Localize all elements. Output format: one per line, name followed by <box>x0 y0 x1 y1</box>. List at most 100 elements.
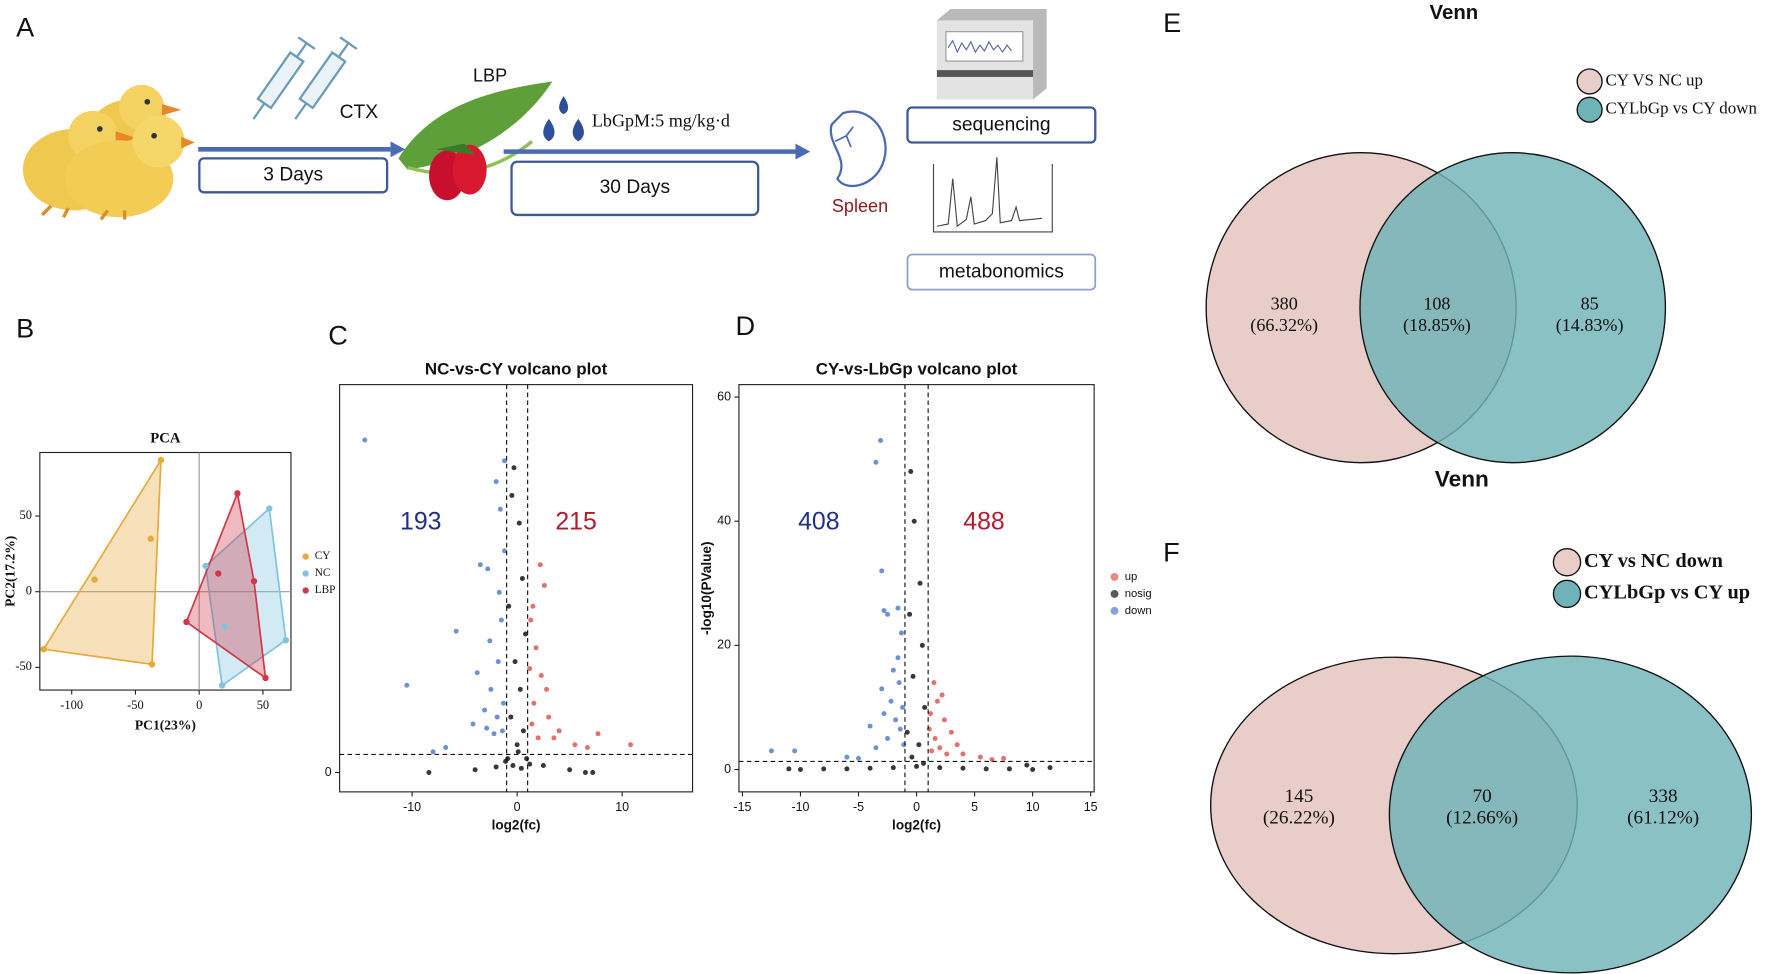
point <box>362 437 368 443</box>
point <box>768 748 774 754</box>
legend-swatch <box>1576 68 1603 95</box>
extract-label: LBP <box>473 66 507 86</box>
legend-swatch <box>1110 589 1119 598</box>
x-tick-label: -100 <box>60 698 83 712</box>
point <box>530 603 536 609</box>
point <box>482 707 488 713</box>
drops <box>543 96 584 142</box>
point <box>496 589 502 595</box>
point <box>937 765 943 771</box>
x-tick-label: 0 <box>913 800 920 814</box>
point <box>585 745 591 751</box>
region-percentage: (14.83%) <box>1556 315 1624 336</box>
y-tick-label: 40 <box>717 513 731 527</box>
sequencer <box>936 9 1047 100</box>
point <box>944 751 950 757</box>
point <box>895 605 901 611</box>
point <box>546 714 552 720</box>
point <box>897 726 903 732</box>
point <box>502 458 508 464</box>
point <box>491 731 497 737</box>
point <box>512 659 518 665</box>
legend-label: CY <box>315 550 331 562</box>
point <box>498 617 504 623</box>
point <box>867 765 873 771</box>
point <box>531 700 537 706</box>
chart-title: PCA <box>150 430 181 446</box>
x-tick-label: 15 <box>1084 800 1098 814</box>
point <box>893 717 899 723</box>
point <box>590 769 596 775</box>
point <box>509 492 515 498</box>
legend-swatch <box>302 587 309 594</box>
point <box>895 655 901 661</box>
point <box>881 608 887 614</box>
point <box>939 692 945 698</box>
point <box>494 714 500 720</box>
group-hull <box>42 456 162 666</box>
point <box>551 735 557 741</box>
point <box>515 749 521 755</box>
point <box>904 729 910 735</box>
point <box>516 520 522 526</box>
arrow-head <box>795 143 811 160</box>
dose-label: LbGpM:5 mg/kg·d <box>592 110 730 130</box>
legend-swatch <box>1552 547 1582 577</box>
point <box>879 568 885 574</box>
panel-label: E <box>1163 7 1181 38</box>
legend-label: CY VS NC up <box>1605 70 1703 89</box>
point <box>879 686 885 692</box>
chart-title: CY-vs-LbGp volcano plot <box>816 359 1018 378</box>
point <box>909 754 915 760</box>
plot-frame <box>39 451 292 691</box>
x-tick-label: 10 <box>615 800 629 814</box>
point <box>922 704 928 710</box>
point <box>960 751 966 757</box>
legend-label: CYLbGp vs CY up <box>1584 582 1750 604</box>
step-box <box>510 160 760 217</box>
plot-frame <box>339 384 694 793</box>
region-count: 70 <box>1473 786 1492 807</box>
point <box>508 714 514 720</box>
plot-frame <box>738 384 1095 793</box>
region-percentage: (12.66%) <box>1446 807 1518 828</box>
assay-label: sequencing <box>952 115 1050 136</box>
point <box>901 742 907 748</box>
point <box>914 763 920 769</box>
region-percentage: (61.12%) <box>1627 807 1699 828</box>
point <box>282 636 290 644</box>
point <box>931 680 937 686</box>
point <box>873 745 879 751</box>
point <box>517 686 523 692</box>
point <box>485 566 491 572</box>
point <box>535 735 541 741</box>
y-tick-label: 60 <box>717 389 731 403</box>
legend-label: up <box>1125 571 1138 583</box>
x-tick-label: 5 <box>971 800 978 814</box>
venn-title: Venn <box>1430 2 1479 24</box>
y-tick-label: 0 <box>724 762 731 776</box>
point <box>881 711 887 717</box>
point <box>977 754 983 760</box>
venn-title: Venn <box>1435 467 1489 492</box>
point <box>544 686 550 692</box>
point <box>506 603 512 609</box>
legend-label: CY vs NC down <box>1584 550 1724 572</box>
x-axis-label: PC1(23%) <box>135 717 196 733</box>
chicks <box>22 84 195 221</box>
point <box>572 742 578 748</box>
point <box>147 535 154 542</box>
point <box>250 577 258 585</box>
point <box>426 769 432 775</box>
point <box>890 667 896 673</box>
legend-label: CYLbGp vs CY down <box>1605 99 1757 118</box>
point <box>91 576 98 583</box>
chromatogram <box>932 157 1053 233</box>
region-count: 338 <box>1649 786 1678 807</box>
down-count: 193 <box>400 508 442 536</box>
point <box>430 749 436 755</box>
point <box>537 562 543 568</box>
point <box>443 745 449 751</box>
point <box>916 742 922 748</box>
point <box>786 766 792 772</box>
